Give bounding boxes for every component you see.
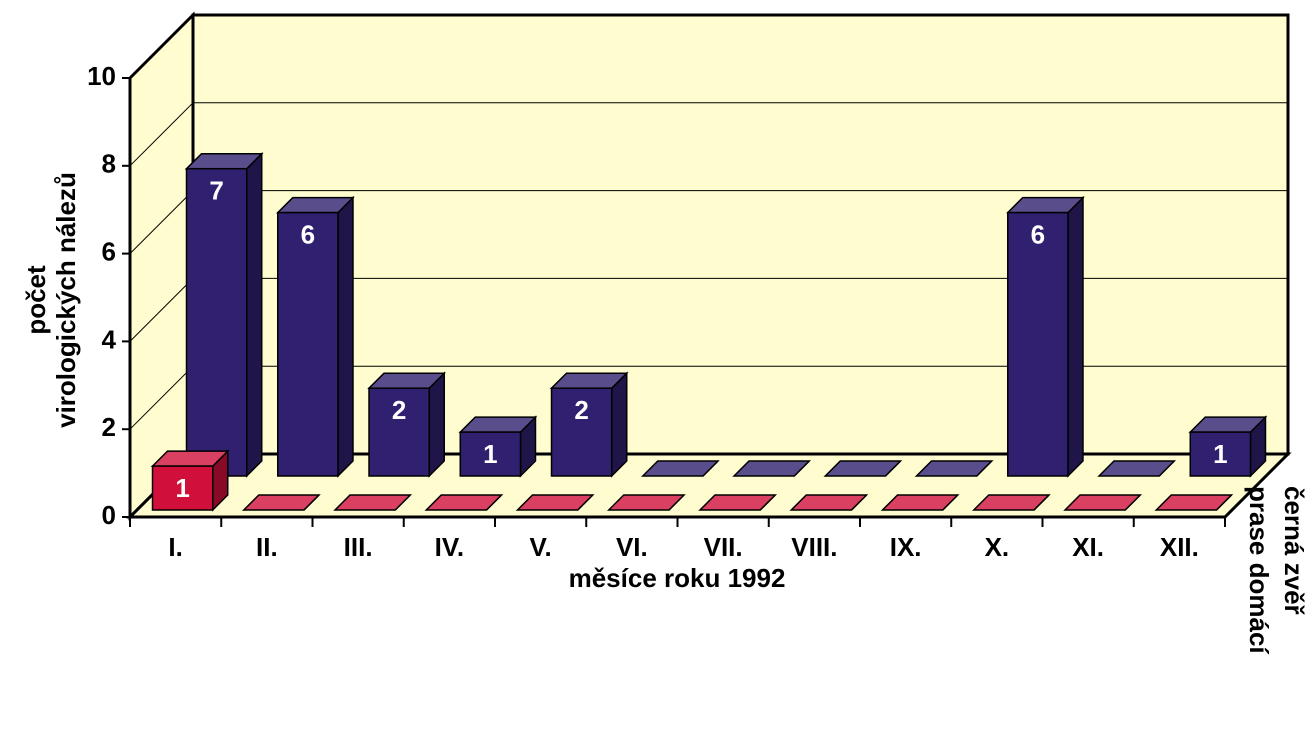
x-axis-title: měsíce roku 1992: [569, 563, 786, 593]
x-tick-label: VII.: [704, 532, 743, 562]
bar-side: [1067, 195, 1084, 478]
bar-side: [428, 371, 445, 478]
x-tick-label: XII.: [1160, 532, 1199, 562]
grid-line: [129, 278, 194, 342]
y-axis-title-line: počet: [21, 265, 51, 335]
data-label: 1: [175, 473, 189, 503]
bar: [606, 494, 686, 511]
grid-line: [129, 102, 194, 167]
bar-top: [424, 494, 504, 511]
data-label: 2: [574, 395, 588, 425]
y-tick-label: 10: [87, 61, 116, 91]
grid-line: [129, 190, 194, 254]
y-axis-title: počet virologických nálezů: [21, 172, 81, 428]
grid-line: [129, 365, 194, 430]
x-tick-label: VI.: [616, 532, 648, 562]
bar: [914, 460, 994, 477]
side-wall: [128, 11, 195, 521]
bar-front: [368, 387, 430, 477]
bar-top: [1063, 494, 1143, 511]
bar-top: [880, 494, 960, 511]
bar: 7: [184, 151, 264, 478]
bar-front: [277, 211, 339, 477]
bar-side: [337, 195, 354, 478]
bar-side: [610, 371, 628, 478]
bar: [971, 494, 1051, 511]
bar: [333, 494, 413, 511]
bar-top: [640, 460, 720, 477]
bar: 6: [275, 195, 355, 478]
y-tick-label: 8: [102, 149, 116, 179]
x-tick-label: IX.: [890, 532, 922, 562]
x-tick-label: II.: [256, 532, 278, 562]
data-label: 6: [301, 219, 315, 249]
bar-front: [1007, 211, 1069, 477]
bar-top: [698, 494, 778, 511]
x-tick-label: VIII.: [791, 532, 837, 562]
x-tick-label: IV.: [435, 532, 464, 562]
bar-front: [151, 465, 214, 511]
bar-side: [245, 151, 263, 478]
bar: 1: [150, 449, 230, 512]
bar-top: [914, 460, 994, 477]
bar-front: [459, 431, 522, 477]
y-tick-label: 4: [102, 324, 117, 354]
y-tick-label: 2: [102, 412, 116, 442]
bar: [698, 494, 778, 511]
bar-top: [1097, 460, 1177, 477]
bar-top: [515, 494, 595, 511]
bar-top: [789, 494, 869, 511]
bar-top: [606, 494, 686, 511]
bar-top: [971, 494, 1051, 511]
data-label: 1: [483, 439, 497, 469]
x-tick-label: III.: [344, 532, 373, 562]
data-label: 7: [209, 176, 223, 206]
bar: [241, 494, 321, 511]
x-tick-label: XI.: [1072, 532, 1104, 562]
bar-top: [241, 494, 321, 511]
y-axis-title-line: virologických nálezů: [51, 172, 81, 428]
x-tick-label: X.: [985, 532, 1010, 562]
bar: [1097, 460, 1177, 477]
bar-front: [1189, 431, 1252, 477]
bar: 1: [458, 415, 538, 478]
bar-top: [732, 460, 812, 477]
bar-front: [185, 167, 248, 477]
y-tick-label: 6: [102, 236, 116, 266]
legend-label: prase domácí: [1244, 486, 1274, 654]
bar: [880, 494, 960, 511]
y-tick-label: 0: [102, 500, 116, 530]
data-label: 1: [1213, 439, 1227, 469]
bar: 6: [1005, 195, 1085, 478]
bar: [515, 494, 595, 511]
bar: [424, 494, 504, 511]
back-wall: [191, 13, 1290, 456]
bar-front: [550, 387, 613, 477]
bar: [823, 460, 903, 477]
bar: [1063, 494, 1143, 511]
bar: 1: [1188, 415, 1268, 478]
bar-top: [333, 494, 413, 511]
bar: [732, 460, 812, 477]
bar: 2: [549, 371, 629, 478]
bar-top: [1154, 494, 1234, 511]
data-label: 6: [1031, 219, 1045, 249]
bar: 2: [367, 371, 447, 478]
x-tick-label: V.: [530, 532, 552, 562]
bar-top: [823, 460, 903, 477]
bar: [640, 460, 720, 477]
x-tick-label: I.: [168, 532, 182, 562]
bar: [1154, 494, 1234, 511]
bar: [789, 494, 869, 511]
legend-label: černá zvěř: [1279, 486, 1307, 616]
data-label: 2: [392, 395, 406, 425]
